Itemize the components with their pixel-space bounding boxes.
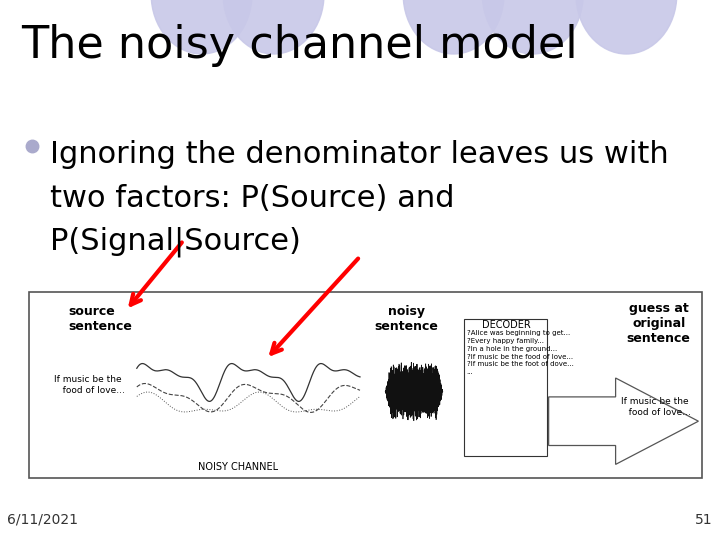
FancyBboxPatch shape [464,319,547,456]
Text: NOISY CHANNEL: NOISY CHANNEL [197,462,278,472]
Text: If music be the
   food of love...: If music be the food of love... [620,397,690,417]
Text: DECODER: DECODER [482,320,531,330]
Text: ?Alice was beginning to get...
?Every happy family...
?In a hole in the ground..: ?Alice was beginning to get... ?Every ha… [467,330,573,375]
Text: noisy
sentence: noisy sentence [375,305,438,333]
Ellipse shape [151,0,252,54]
Text: source
sentence: source sentence [68,305,132,333]
Text: 6/11/2021: 6/11/2021 [7,512,78,526]
Text: guess at
original
sentence: guess at original sentence [627,302,690,346]
Text: Ignoring the denominator leaves us with: Ignoring the denominator leaves us with [50,140,669,170]
Ellipse shape [576,0,677,54]
Ellipse shape [403,0,504,54]
Text: P(Signal|Source): P(Signal|Source) [50,227,301,257]
Text: two factors: P(Source) and: two factors: P(Source) and [50,184,455,213]
Text: 51: 51 [696,512,713,526]
FancyBboxPatch shape [29,292,702,478]
Polygon shape [549,378,698,464]
Text: If music be the
   food of love...: If music be the food of love... [54,375,125,395]
Ellipse shape [223,0,324,54]
Text: The noisy channel model: The noisy channel model [22,24,578,68]
Ellipse shape [482,0,583,54]
